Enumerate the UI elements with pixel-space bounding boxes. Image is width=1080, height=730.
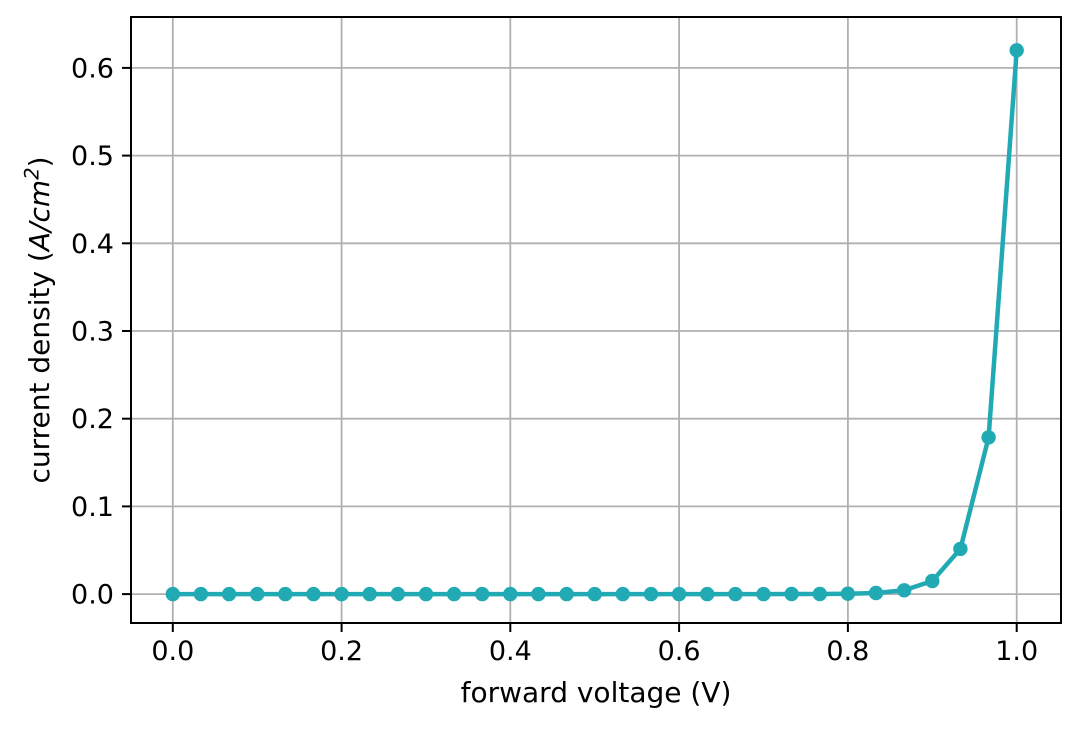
y-tick-label: 0.5 [71,141,114,172]
axes-frame [130,16,1062,624]
data-point-marker [784,586,799,602]
y-tick-label: 0.4 [71,229,114,260]
data-point-marker [193,586,209,602]
data-point-marker [165,586,180,602]
data-point-marker [728,586,743,602]
y-axis-label-unit: A/cm [23,179,56,252]
y-tick-label: 0.0 [71,580,114,611]
data-point-marker [531,586,546,602]
data-point-marker [334,586,349,602]
y-axis-label-exponent: 2 [20,167,44,180]
data-point-marker [250,586,265,602]
x-tick-label: 1.0 [995,636,1038,667]
x-tick-label: 0.8 [826,636,869,667]
data-point-marker [700,586,715,602]
x-tick-label: 0.2 [320,636,363,667]
x-tick-label: 0.6 [658,636,701,667]
data-point-marker [925,573,940,589]
y-axis-label: current density (A/cm2) [20,17,57,623]
x-tick-label: 0.4 [489,636,532,667]
x-axis-label: forward voltage (V) [460,676,732,709]
data-point-marker [812,586,827,602]
data-point-marker [559,586,574,602]
x-tick-label: 0.0 [151,636,194,667]
data-point-marker [587,586,602,602]
data-point-marker [475,586,490,602]
data-point-marker [503,586,518,602]
data-point-marker [671,586,687,602]
data-point-marker [418,586,434,602]
data-point-marker [446,586,462,602]
data-point-marker [897,583,912,598]
data-point-marker [278,586,293,602]
y-tick-label: 0.3 [71,317,114,348]
y-tick-label: 0.1 [71,492,114,523]
data-point-marker [1009,43,1024,58]
data-point-marker [868,585,884,601]
data-point-marker [615,586,630,602]
data-point-marker [981,430,996,445]
data-point-marker [390,586,405,602]
data-point-marker [643,586,659,602]
y-tick-label: 0.6 [71,53,114,84]
data-point-marker [756,586,771,602]
data-point-marker [840,586,856,601]
data-point-marker [362,586,377,602]
data-point-marker [306,586,321,602]
iv-curve-line [170,48,1019,597]
data-point-marker [221,586,237,602]
y-axis-label-suffix: ) [23,156,56,168]
y-axis-label-prefix: current density ( [23,251,56,484]
data-point-marker [953,541,968,557]
y-tick-label: 0.2 [71,404,114,435]
